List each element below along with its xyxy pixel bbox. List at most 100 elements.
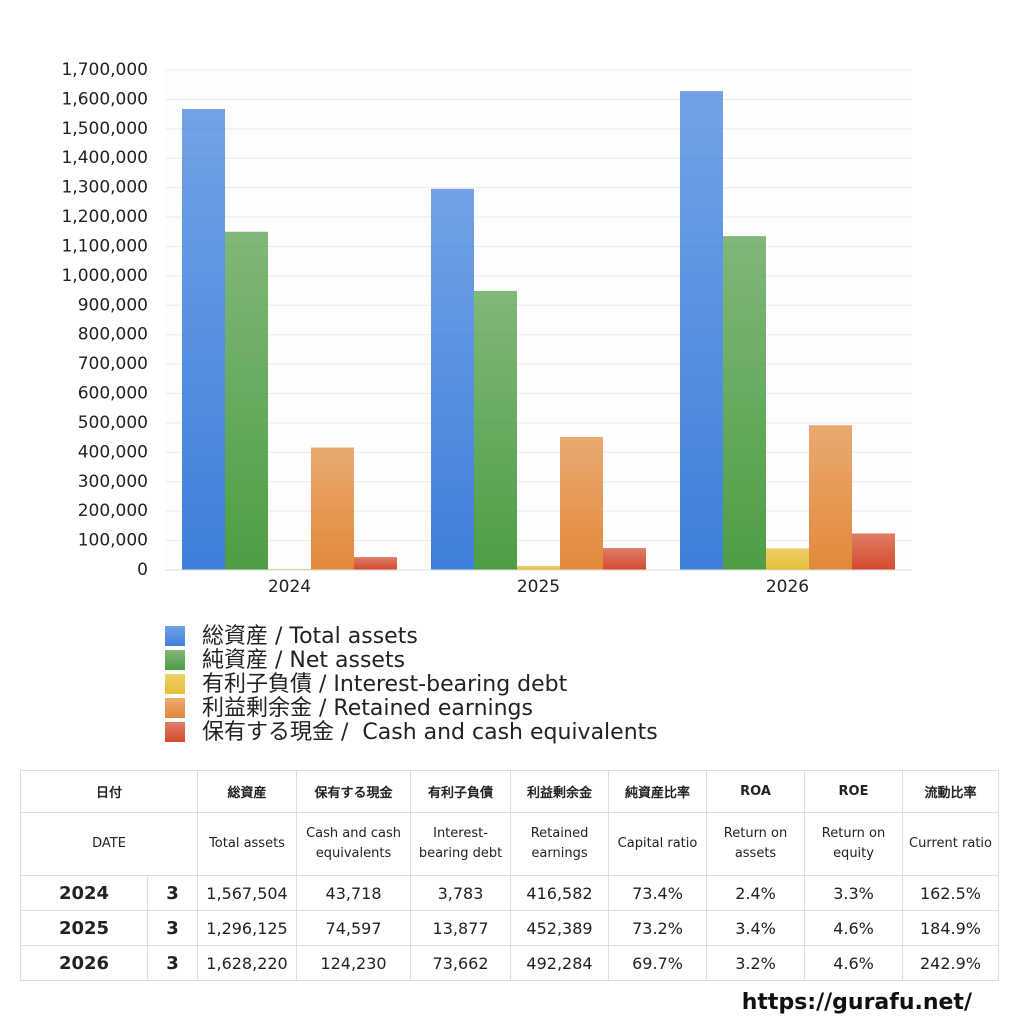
table-cell: 492,284 — [510, 945, 610, 981]
header-cell: Cash and cash equivalents — [296, 812, 412, 876]
table-cell: 3 — [146, 875, 199, 911]
bar — [268, 568, 311, 570]
header-cell: 純資産比率 — [608, 770, 708, 813]
y-tick-label: 200,000 — [78, 501, 148, 521]
table-cell: 69.7% — [608, 945, 708, 981]
bar — [560, 436, 603, 570]
table-cell: 13,877 — [410, 910, 512, 946]
table-cell: 4.6% — [804, 945, 904, 981]
table-cell: 242.9% — [902, 945, 1000, 981]
y-tick-label: 400,000 — [78, 442, 148, 462]
data-row: 2025 3 1,296,125 74,597 13,877 452,389 73.2% 3.… — [20, 910, 1000, 946]
table-cell: 3 — [146, 945, 199, 981]
table-cell: 1,628,220 — [197, 945, 298, 981]
bar — [431, 188, 474, 571]
legend-swatch — [165, 626, 185, 646]
y-tick-label: 800,000 — [78, 325, 148, 345]
y-tick-label: 1,200,000 — [61, 207, 148, 227]
header-cell: 保有する現金 — [296, 770, 412, 813]
y-tick-label: 500,000 — [78, 413, 148, 433]
header-row: DATE Total assets Cash and cash equivalent… — [19, 812, 1000, 876]
table-cell: 73,662 — [410, 945, 512, 981]
table-cell: 2.4% — [706, 875, 806, 911]
table-cell: 4.6% — [804, 910, 904, 946]
header-cell: 有利子負債 — [410, 770, 512, 813]
table-cell: 74,597 — [296, 910, 412, 946]
header-cell: 日付 — [19, 770, 199, 813]
legend-swatch — [165, 674, 185, 694]
legend-label: 保有する現金 / Cash and cash equivalents — [202, 720, 658, 745]
table-cell: 3.3% — [804, 875, 904, 911]
legend-label: 有利子負債 / Interest-bearing debt — [202, 672, 568, 697]
x-tick-label: 2024 — [268, 577, 311, 597]
table-cell: 73.2% — [608, 910, 708, 946]
y-tick-label: 300,000 — [78, 472, 148, 492]
legend-label: 利益剰余金 / Retained earnings — [202, 696, 533, 721]
table-cell: 3,783 — [410, 875, 512, 911]
bar — [225, 231, 268, 570]
y-tick-label: 1,000,000 — [61, 266, 148, 286]
y-tick-label: 700,000 — [78, 354, 148, 374]
header-row: 日付 総資産 保有する現金 有利子負債 利益剰余金 純資産比率 ROA ROE 流動比率 — [19, 770, 1000, 813]
chart: 0 100,000 200,000 300,000 400,000 500,000 600,… — [61, 60, 912, 745]
y-tick-label: 1,700,000 — [61, 60, 148, 80]
y-tick-label: 0 — [137, 560, 148, 580]
table-cell: 2026 — [20, 945, 148, 981]
table-cell: 3.4% — [706, 910, 806, 946]
header-cell: DATE — [19, 812, 199, 876]
legend-swatch — [165, 698, 185, 718]
table-cell: 2024 — [20, 875, 148, 911]
header-cell: Current ratio — [902, 812, 1000, 876]
header-cell: Interest-bearing debt — [410, 812, 512, 876]
table-cell: 43,718 — [296, 875, 412, 911]
legend-swatch — [165, 650, 185, 670]
bar — [723, 236, 766, 571]
header-cell: ROE — [804, 770, 904, 813]
legend-label: 総資産 / Total assets — [202, 624, 418, 649]
bar — [517, 565, 560, 570]
table-cell: 1,296,125 — [197, 910, 298, 946]
header-cell: 総資産 — [197, 770, 298, 813]
bar — [603, 548, 646, 570]
y-tick-label: 1,300,000 — [61, 178, 148, 198]
bar — [182, 108, 225, 570]
data-row: 2026 3 1,628,220 124,230 73,662 492,284 69.7% 3… — [20, 945, 1000, 981]
header-cell: ROA — [706, 770, 806, 813]
table-cell: 3 — [146, 910, 199, 946]
y-tick-label: 1,400,000 — [61, 148, 148, 168]
header-cell: Return on equity — [804, 812, 904, 876]
header-cell: Return on assets — [706, 812, 806, 876]
header-cell: Retained earnings — [510, 812, 610, 876]
table-cell: 452,389 — [510, 910, 610, 946]
bar — [311, 447, 354, 570]
table-cell: 1,567,504 — [197, 875, 298, 911]
table-cell: 184.9% — [902, 910, 1000, 946]
x-tick-label: 2025 — [517, 577, 560, 597]
bar — [809, 425, 852, 570]
y-tick-label: 1,100,000 — [61, 236, 148, 256]
footer-url: https://gurafu.net/ — [741, 990, 972, 1015]
bar — [766, 548, 809, 570]
table-cell: 124,230 — [296, 945, 412, 981]
table-cell: 73.4% — [608, 875, 708, 911]
data-table: 日付 総資産 保有する現金 有利子負債 利益剰余金 純資産比率 ROA ROE 流動比率 DATE… — [19, 770, 1000, 981]
bar — [680, 91, 723, 571]
y-tick-label: 900,000 — [78, 295, 148, 315]
x-tick-label: 2026 — [766, 577, 809, 597]
table-cell: 2025 — [20, 910, 148, 946]
legend-label: 純資産 / Net assets — [202, 648, 405, 673]
bar — [474, 290, 517, 570]
table-cell: 3.2% — [706, 945, 806, 981]
y-tick-label: 100,000 — [78, 531, 148, 551]
y-tick-label: 1,500,000 — [61, 119, 148, 139]
y-tick-label: 600,000 — [78, 384, 148, 404]
header-cell: Total assets — [197, 812, 298, 876]
header-cell: 利益剰余金 — [510, 770, 610, 813]
header-cell: Capital ratio — [608, 812, 708, 876]
y-tick-label: 1,600,000 — [61, 89, 148, 109]
bar — [354, 557, 397, 570]
bar — [852, 533, 895, 570]
legend-swatch — [165, 722, 185, 742]
table-cell: 162.5% — [902, 875, 1000, 911]
